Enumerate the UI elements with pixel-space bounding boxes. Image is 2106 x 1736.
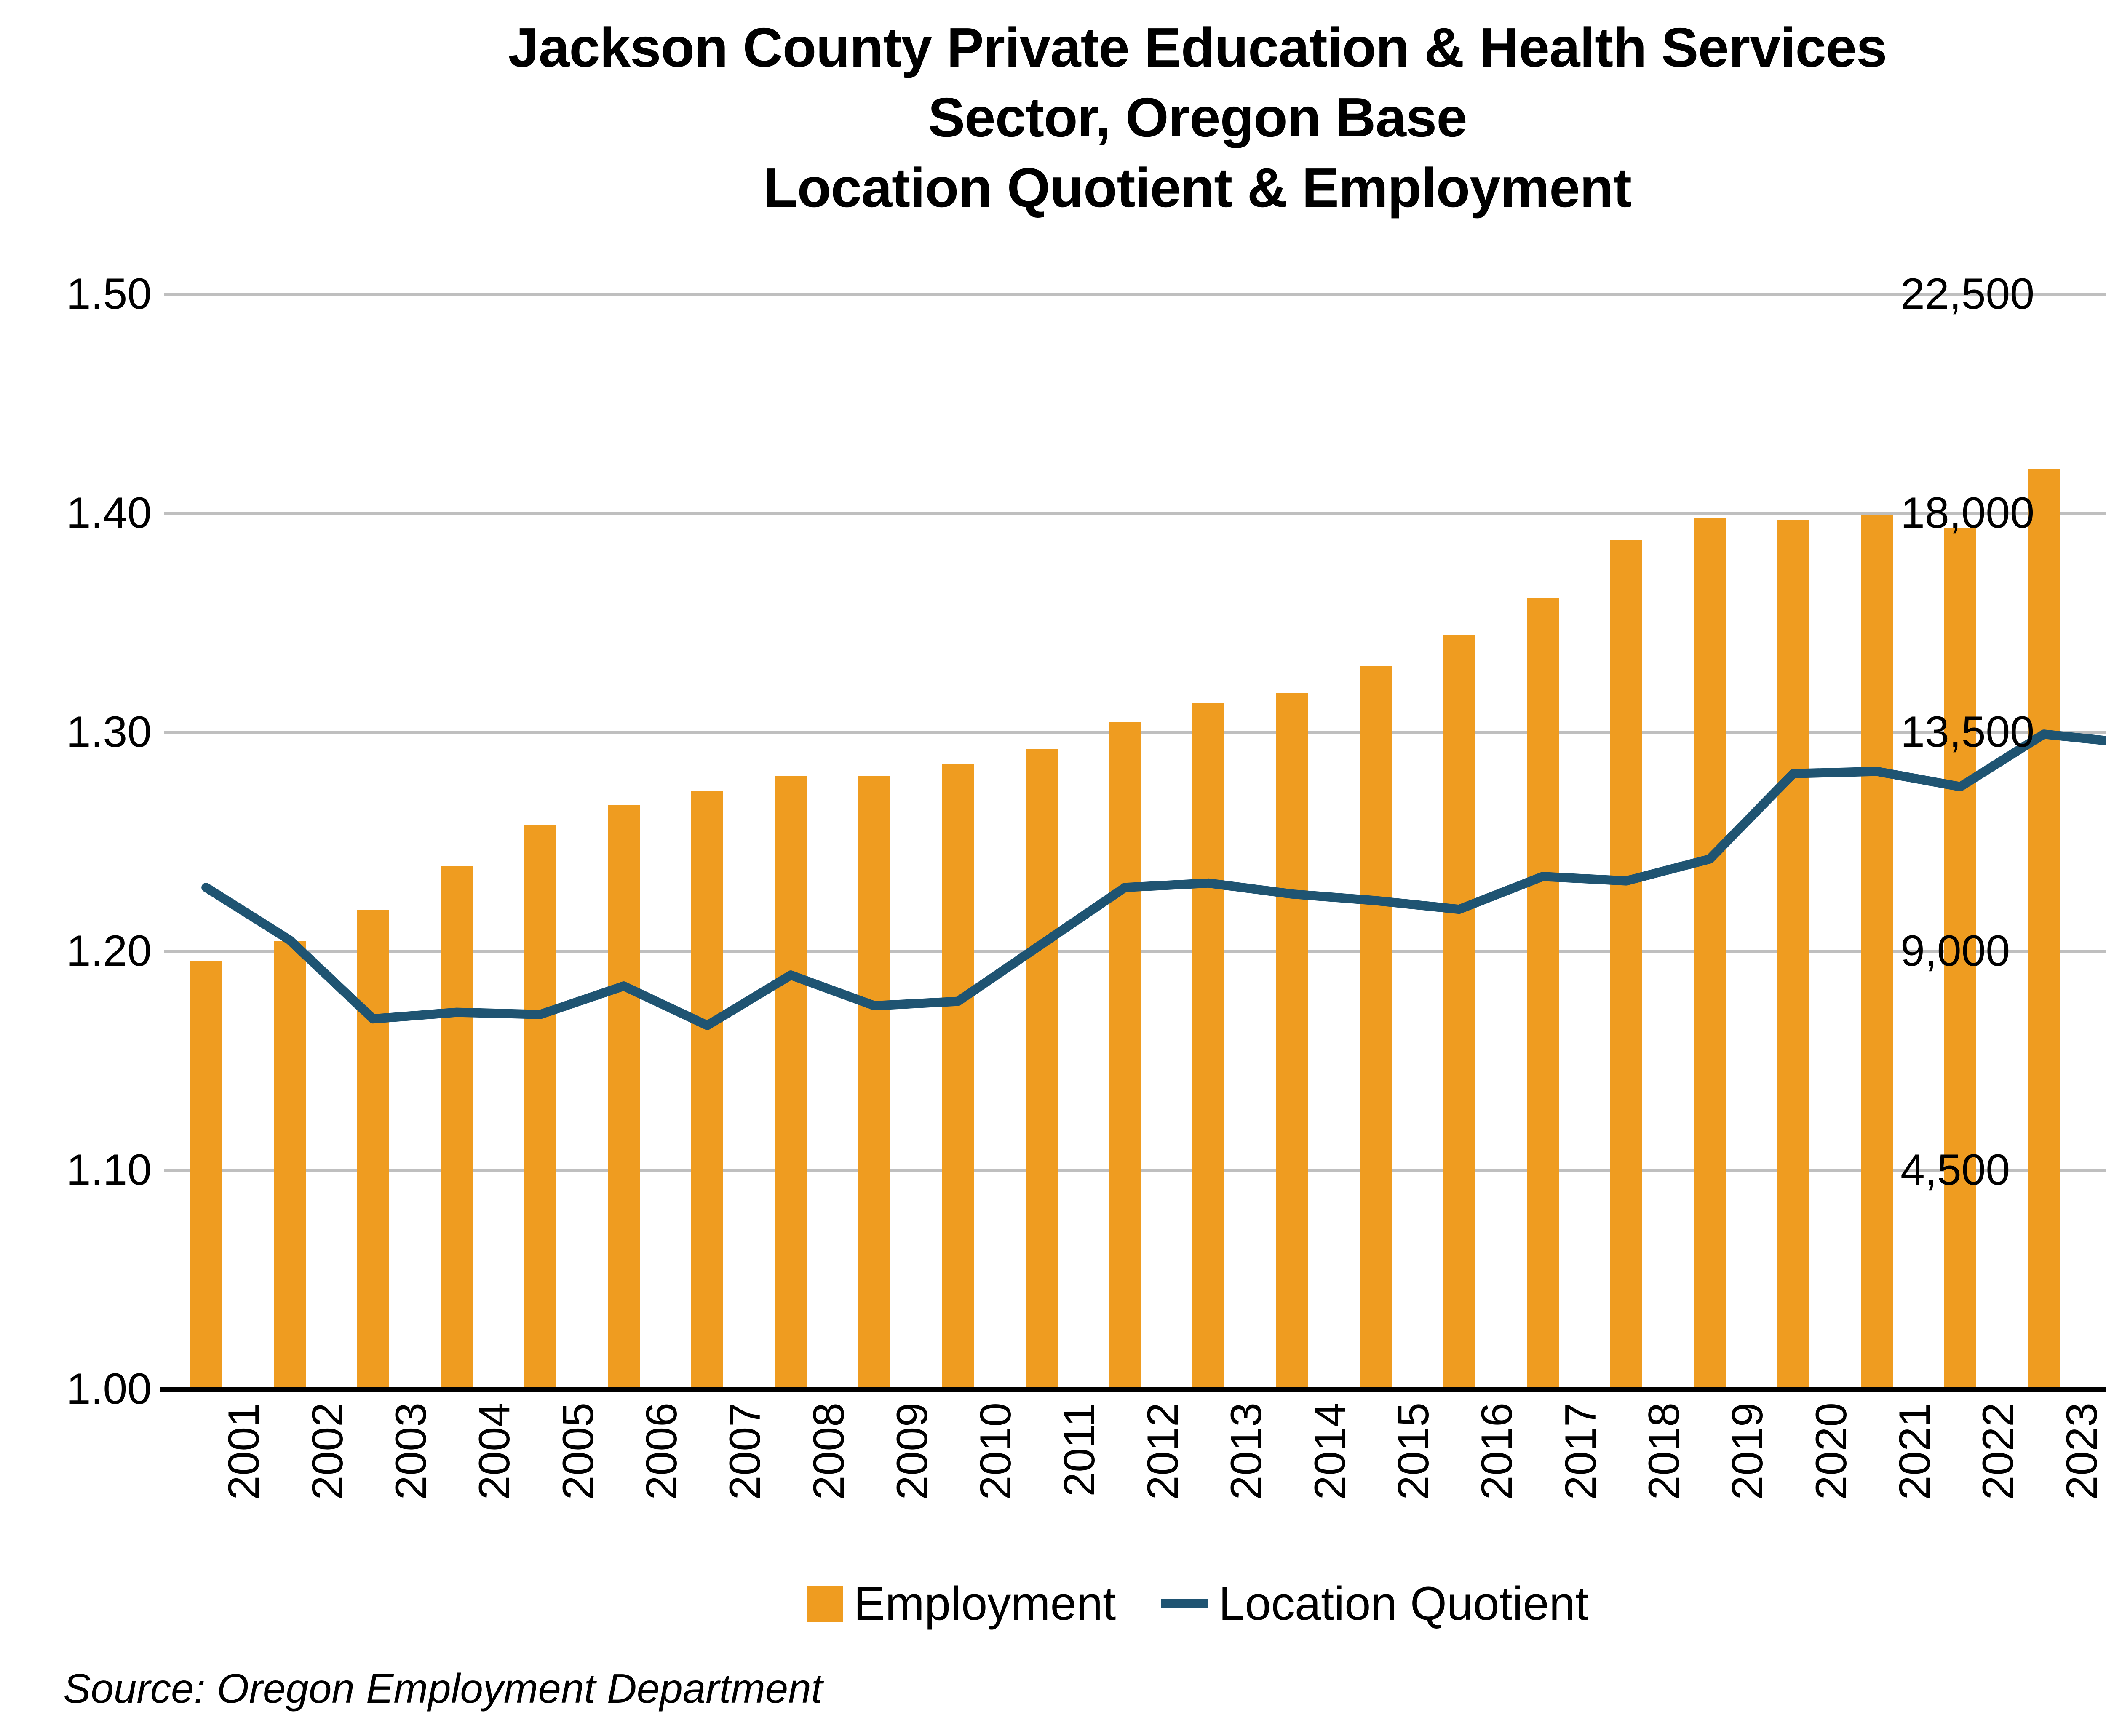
x-axis-tick-2001: 2001	[219, 1402, 269, 1500]
x-axis-tick-2004: 2004	[470, 1402, 519, 1500]
legend-label-employment: Employment	[853, 1577, 1116, 1630]
x-axis-tick-2007: 2007	[721, 1402, 770, 1500]
x-axis-tick-2008: 2008	[804, 1402, 853, 1500]
x-axis-tick-2005: 2005	[553, 1402, 603, 1500]
x-axis-tick-2011: 2011	[1055, 1402, 1104, 1497]
y-axis-right-tick: 4,500	[1900, 1146, 2010, 1194]
bar-2014	[1276, 693, 1308, 1389]
location-quotient-line	[201, 729, 2106, 1030]
gridline	[164, 512, 2106, 515]
x-axis-tick-2014: 2014	[1305, 1402, 1355, 1500]
legend-item-employment[interactable]: Employment	[806, 1577, 1116, 1630]
bar-2009	[858, 776, 890, 1389]
bar-2008	[775, 776, 807, 1389]
x-axis-tick-2023: 2023	[2057, 1402, 2106, 1500]
bar-2021	[1860, 515, 1893, 1389]
chart-title-line-1: Jackson County Private Education & Healt…	[508, 16, 1887, 78]
bar-2001	[190, 961, 222, 1389]
bar-2013	[1192, 702, 1225, 1389]
x-axis-tick-2012: 2012	[1138, 1402, 1187, 1500]
legend-item-location-quotient[interactable]: Location Quotient	[1161, 1580, 1588, 1627]
x-axis-tick-2021: 2021	[1890, 1402, 1939, 1500]
bar-2004	[441, 865, 473, 1389]
location-quotient-polyline	[201, 729, 2106, 1030]
x-axis-tick-2002: 2002	[303, 1402, 352, 1500]
x-axis-tick-2018: 2018	[1639, 1402, 1689, 1500]
y-axis-left-tick: 1.50	[66, 270, 152, 318]
bar-2010	[942, 764, 974, 1389]
y-axis-left-tick: 1.10	[66, 1146, 152, 1194]
x-axis-tick-2017: 2017	[1556, 1402, 1605, 1500]
bar-2003	[357, 909, 389, 1389]
bar-2022	[1944, 527, 1977, 1389]
y-axis-left-tick: 1.20	[66, 927, 152, 975]
bar-swatch-icon	[806, 1586, 843, 1622]
bar-2007	[691, 790, 724, 1389]
y-axis-left-tick: 1.00	[66, 1365, 152, 1413]
bar-2020	[1777, 520, 1809, 1389]
y-axis-right-tick: 22,500	[1900, 270, 2035, 318]
x-axis-line	[160, 1387, 2106, 1392]
source-note: Source: Oregon Employment Department	[63, 1665, 823, 1712]
line-swatch-icon	[1161, 1599, 1208, 1608]
x-axis-tick-2003: 2003	[386, 1402, 436, 1500]
bar-2011	[1025, 749, 1058, 1389]
legend-label-location-quotient: Location Quotient	[1219, 1577, 1589, 1630]
x-axis-tick-2015: 2015	[1389, 1402, 1438, 1500]
chart-plot-area	[164, 293, 2106, 1389]
bar-2005	[524, 824, 556, 1389]
x-axis-tick-2006: 2006	[637, 1402, 686, 1500]
bar-2006	[607, 805, 640, 1389]
chart-title-line-2: Sector, Oregon Base	[928, 86, 1467, 149]
bar-2018	[1610, 539, 1642, 1389]
bar-2017	[1526, 598, 1559, 1389]
x-axis-tick-2013: 2013	[1222, 1402, 1271, 1500]
x-axis-tick-2022: 2022	[1974, 1402, 2023, 1500]
bar-2012	[1109, 722, 1141, 1389]
x-axis-tick-2020: 2020	[1807, 1402, 1856, 1500]
gridline	[164, 293, 2106, 296]
bar-2019	[1694, 518, 1726, 1389]
bar-2016	[1443, 634, 1475, 1389]
y-axis-left-tick: 1.30	[66, 708, 152, 756]
page-title: Jackson County Private Education & Healt…	[0, 13, 2106, 223]
y-axis-right-tick: 18,000	[1900, 489, 2035, 537]
chart-title-line-3: Location Quotient & Employment	[763, 156, 1632, 219]
y-axis-left-tick: 1.40	[66, 489, 152, 537]
x-axis-tick-2016: 2016	[1473, 1402, 1522, 1500]
bar-2015	[1359, 666, 1392, 1389]
y-axis-right-tick: 9,000	[1900, 927, 2010, 975]
bar-2002	[273, 941, 306, 1389]
x-axis-tick-2009: 2009	[887, 1402, 937, 1500]
x-axis-tick-2019: 2019	[1723, 1402, 1772, 1500]
x-axis-tick-2010: 2010	[971, 1402, 1021, 1500]
y-axis-right-tick: 13,500	[1900, 708, 2035, 756]
chart-legend: Employment Location Quotient	[0, 1580, 2106, 1627]
bar-2023	[2028, 469, 2060, 1389]
